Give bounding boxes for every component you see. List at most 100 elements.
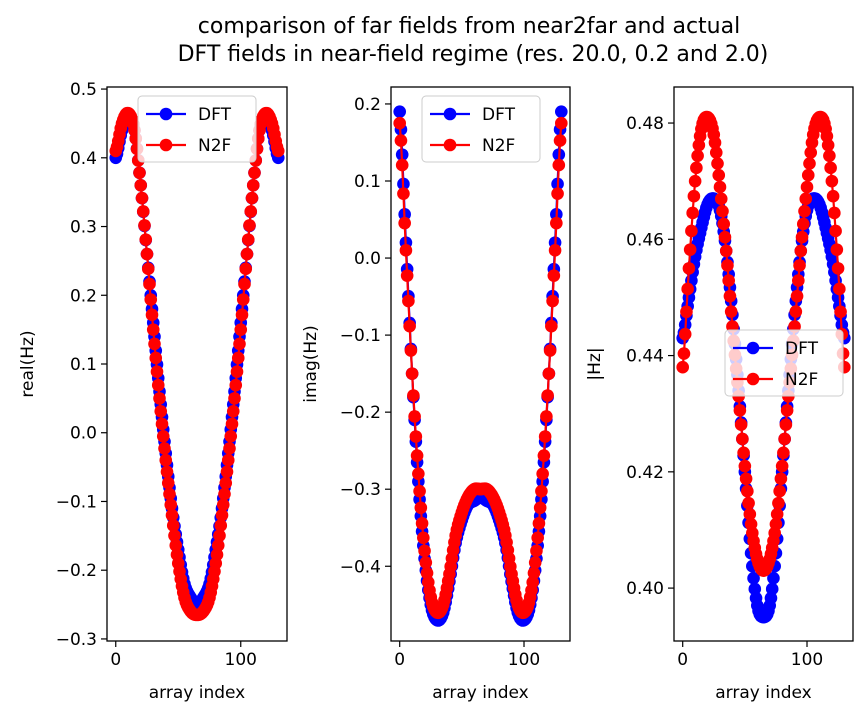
legend-label-DFT: DFT <box>785 339 819 359</box>
data-point-N2F <box>231 351 245 365</box>
legend-box <box>724 329 844 397</box>
data-point-N2F <box>140 247 154 261</box>
data-point-N2F <box>772 496 785 510</box>
data-point-N2F <box>229 378 243 392</box>
data-point-N2F <box>743 507 757 521</box>
data-point-N2F <box>223 442 236 455</box>
data-point-N2F <box>221 453 235 467</box>
data-point-N2F <box>676 360 689 374</box>
data-point-N2F <box>803 157 816 170</box>
data-point-N2F <box>393 116 407 130</box>
legend-marker-N2F <box>159 138 173 152</box>
data-point-N2F <box>141 262 155 276</box>
legend-marker-N2F <box>746 372 760 386</box>
data-point-N2F <box>548 244 562 257</box>
data-point-N2F <box>153 392 166 405</box>
y-tick-label: 0.48 <box>626 114 664 134</box>
data-point-N2F <box>769 517 783 531</box>
legend: DFT N2F <box>421 95 541 163</box>
data-point-N2F <box>224 430 238 443</box>
legend-label-N2F: N2F <box>785 370 818 390</box>
data-point-N2F <box>734 418 748 432</box>
data-point-N2F <box>717 217 731 231</box>
data-point-N2F <box>243 219 256 232</box>
data-point-N2F <box>737 446 750 460</box>
data-point-N2F <box>775 459 789 473</box>
data-point-N2F <box>148 337 161 351</box>
data-point-N2F <box>678 327 692 341</box>
data-point-N2F <box>677 347 691 360</box>
data-point-N2F <box>799 192 813 206</box>
legend-marker-DFT <box>159 107 173 121</box>
data-point-DFT <box>767 571 780 585</box>
subplot-panels: 0 100 0.5 0.4 0.3 0.2 0.1 0.0 −0.1 −0.2 −0.3 array … <box>18 80 854 703</box>
data-point-N2F <box>409 430 423 443</box>
data-point-N2F <box>230 365 244 379</box>
data-point-N2F <box>798 204 811 218</box>
data-point-N2F <box>531 531 544 545</box>
data-point-N2F <box>165 508 179 522</box>
y-axis-label: real(Hz) <box>18 330 38 397</box>
data-point-N2F <box>145 308 159 322</box>
data-point-N2F <box>241 233 255 246</box>
y-tick-label: −0.2 <box>56 561 97 581</box>
data-point-N2F <box>688 174 702 188</box>
data-point-N2F <box>414 501 428 515</box>
y-tick-label: 0.2 <box>354 95 381 115</box>
data-point-N2F <box>169 539 183 552</box>
data-point-N2F <box>233 337 246 351</box>
data-point-N2F <box>166 519 180 532</box>
data-point-N2F <box>709 146 723 159</box>
data-point-N2F <box>774 472 788 486</box>
y-axis-label: imag(Hz) <box>301 325 321 402</box>
data-point-N2F <box>413 484 426 498</box>
data-point-N2F <box>246 178 260 192</box>
data-point-N2F <box>825 174 839 188</box>
data-point-N2F <box>545 319 558 333</box>
data-point-N2F <box>793 259 806 272</box>
legend-label-DFT: DFT <box>482 105 516 125</box>
data-point-N2F <box>417 531 430 545</box>
y-tick-label: −0.4 <box>340 557 381 577</box>
y-tick-label: 0.0 <box>70 424 97 444</box>
y-axis-label: |Hz| <box>585 347 605 380</box>
data-point-N2F <box>154 404 168 418</box>
y-tick-label: 0.44 <box>626 347 664 367</box>
x-tick-label: 100 <box>791 650 823 670</box>
data-point-N2F <box>532 517 546 530</box>
data-point-N2F <box>736 432 749 446</box>
data-point-N2F <box>527 566 541 580</box>
data-point-DFT <box>764 591 778 605</box>
data-point-N2F <box>686 206 699 220</box>
data-point-N2F <box>397 187 410 200</box>
y-tick-label: 0.1 <box>70 355 97 375</box>
data-point-N2F <box>711 157 724 170</box>
data-point-DFT <box>393 105 407 118</box>
data-point-N2F <box>210 548 224 561</box>
data-point-N2F <box>546 294 559 308</box>
legend: DFT N2F <box>137 95 257 163</box>
y-tick-label: −0.1 <box>340 326 381 346</box>
data-point-N2F <box>168 529 181 542</box>
x-tick-label: 0 <box>394 650 405 670</box>
x-axis-label: array index <box>149 683 246 703</box>
data-point-N2F <box>418 544 431 558</box>
data-point-N2F <box>535 484 548 498</box>
data-point-N2F <box>540 410 553 423</box>
x-tick-label: 0 <box>677 650 688 670</box>
data-point-N2F <box>240 247 254 261</box>
legend-label-N2F: N2F <box>198 136 231 156</box>
data-point-N2F <box>161 476 175 490</box>
data-point-DFT <box>765 582 779 596</box>
data-point-N2F <box>719 244 733 258</box>
data-point-N2F <box>400 269 414 282</box>
data-point-DFT <box>747 571 760 585</box>
legend-marker-DFT <box>746 341 760 355</box>
data-point-N2F <box>158 442 171 455</box>
data-point-N2F <box>739 472 753 486</box>
x-axis-label: array index <box>715 683 812 703</box>
data-point-N2F <box>681 282 694 296</box>
data-point-DFT <box>555 105 568 118</box>
data-point-N2F <box>691 149 704 163</box>
data-point-N2F <box>800 180 814 194</box>
